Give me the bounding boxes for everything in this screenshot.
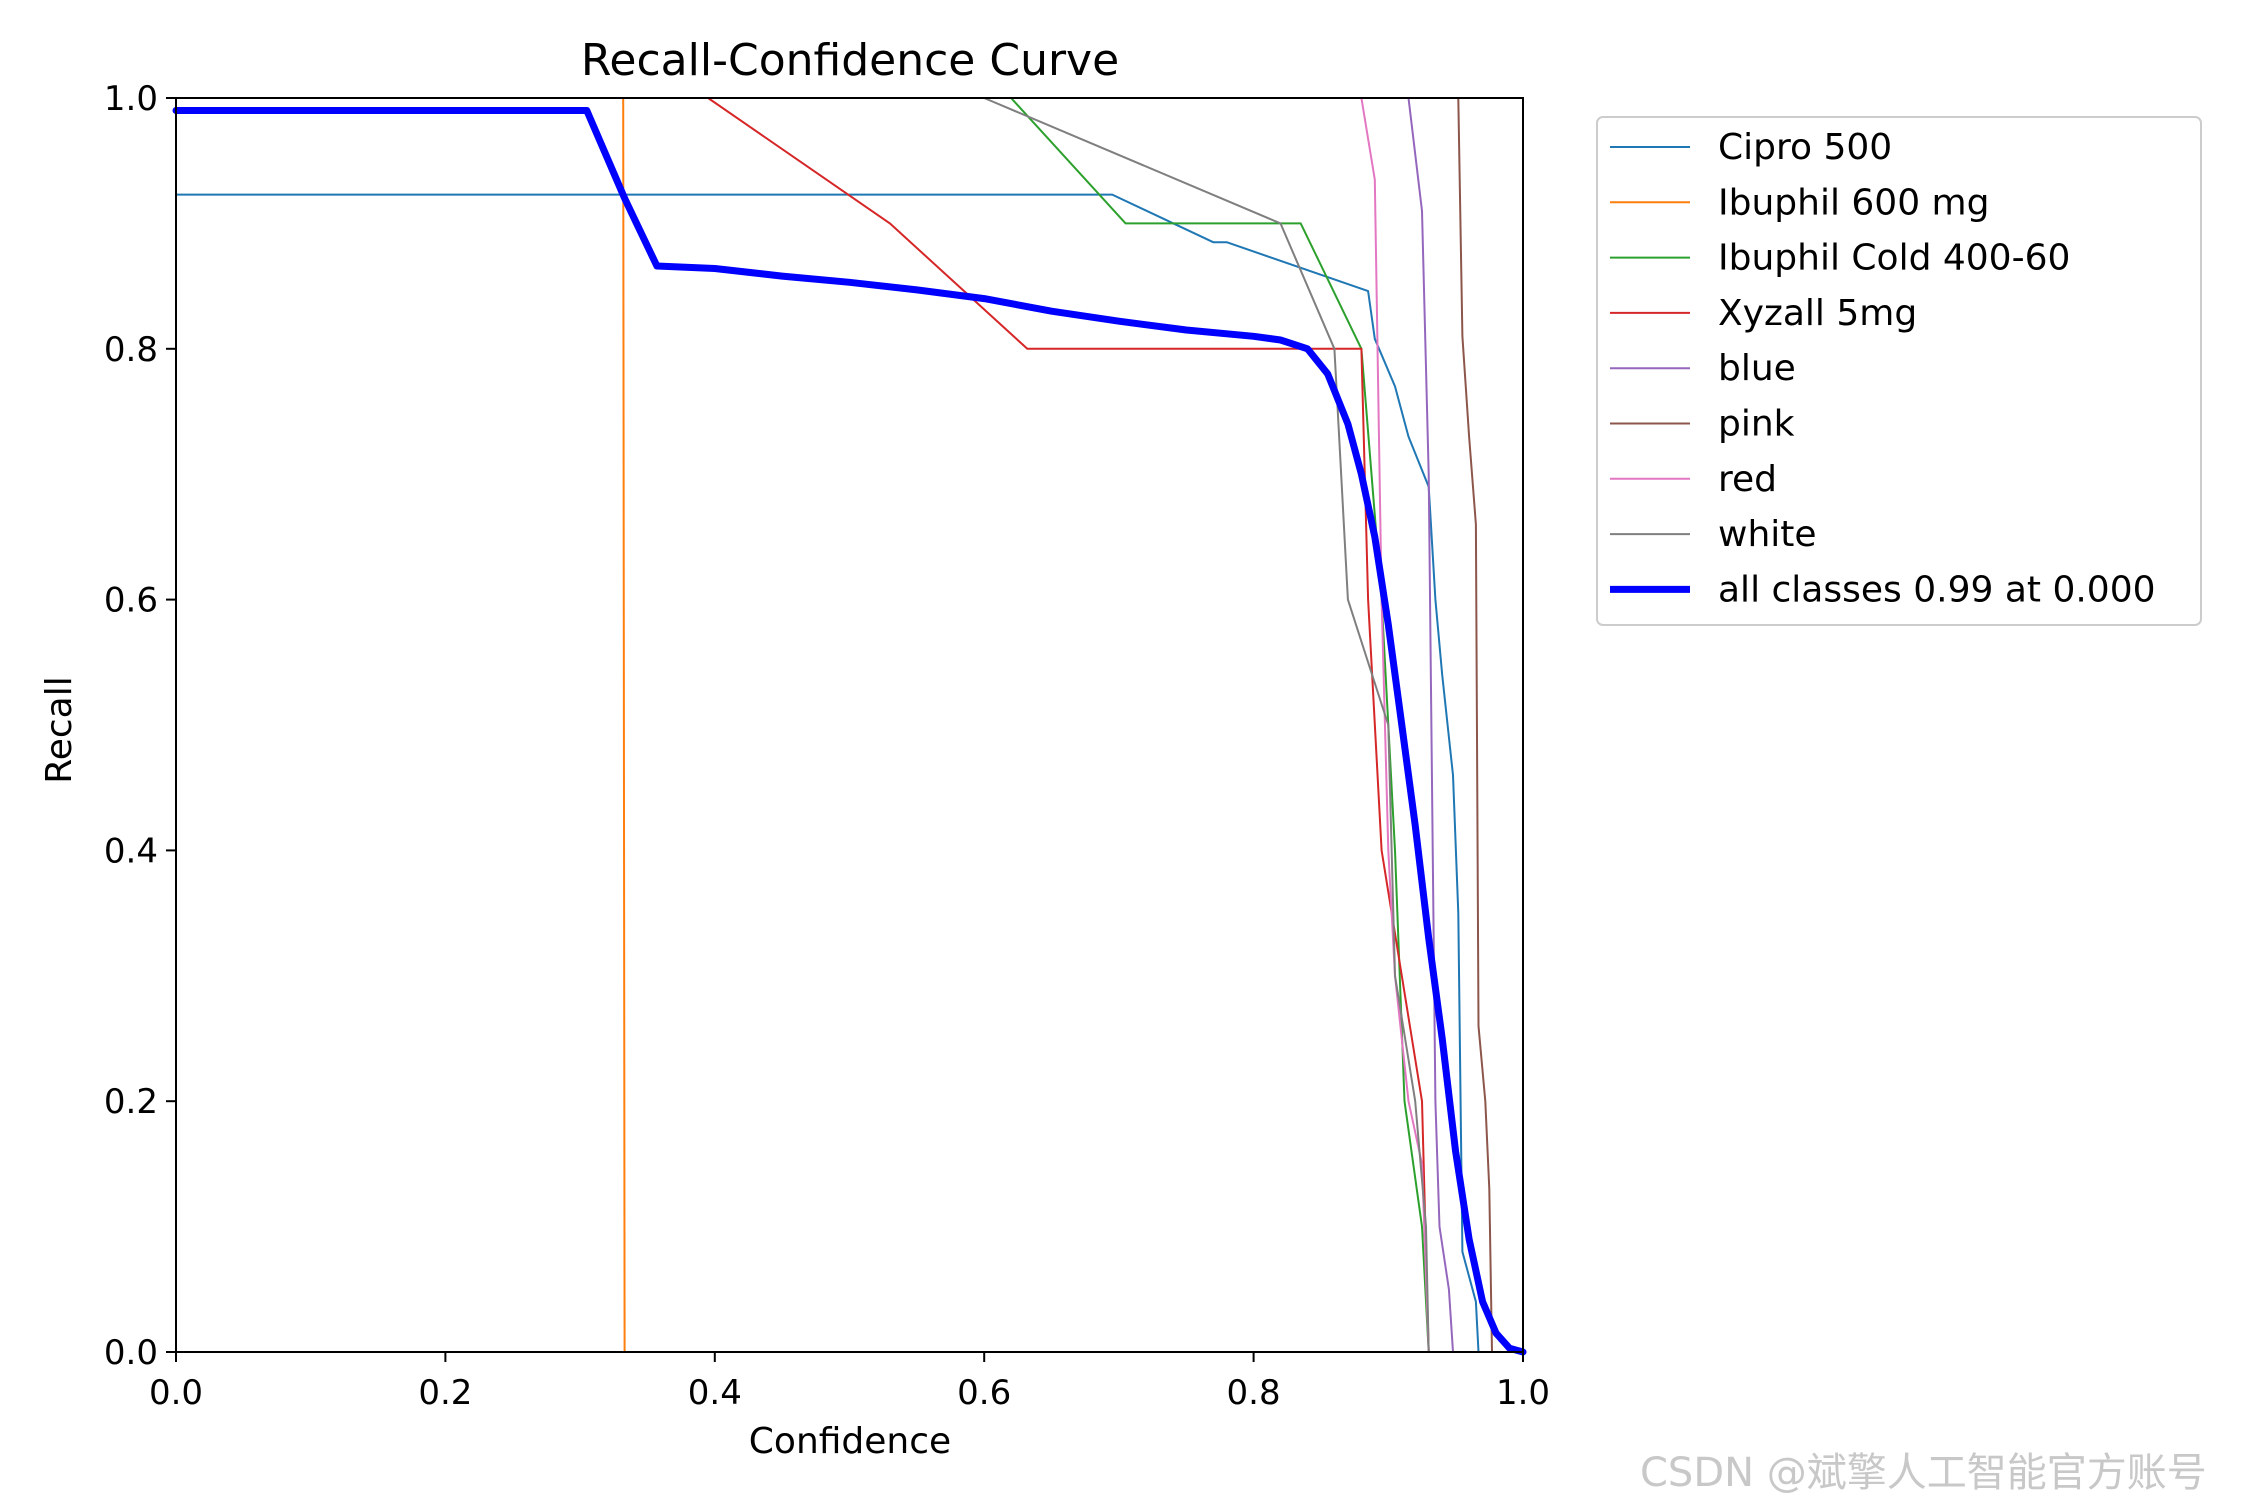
y-tick-label: 0.6 xyxy=(104,581,158,621)
legend-label: blue xyxy=(1718,348,1796,389)
series-line-7 xyxy=(175,97,1430,1353)
legend-label: Cipro 500 xyxy=(1718,127,1892,168)
x-axis-label: Confidence xyxy=(749,1421,951,1462)
legend: Cipro 500 Ibuphil 600 mg Ibuphil Cold 400-… xyxy=(1596,116,2202,626)
legend-label: Xyzall 5mg xyxy=(1718,293,1917,334)
y-axis: 0.0 0.2 0.4 0.6 0.8 1.0 xyxy=(104,79,176,1373)
x-tick-label: 0.0 xyxy=(149,1373,203,1413)
y-tick-label: 0.4 xyxy=(104,831,158,871)
series-line-0 xyxy=(175,193,1480,1353)
series-line-6 xyxy=(175,97,1430,1353)
series-line-5 xyxy=(175,97,1493,1353)
y-tick-label: 0.8 xyxy=(104,330,158,370)
series-lines xyxy=(172,97,1527,1356)
legend-label: Ibuphil 600 mg xyxy=(1718,182,1989,223)
watermark: CSDN @斌擎人工智能官方账号 xyxy=(1640,1450,2207,1496)
x-tick-label: 1.0 xyxy=(1496,1373,1550,1413)
series-line-3 xyxy=(175,97,1430,1353)
legend-label: red xyxy=(1718,459,1777,500)
x-tick-label: 0.4 xyxy=(688,1373,742,1413)
y-tick-label: 0.0 xyxy=(104,1333,158,1373)
legend-label: all classes 0.99 at 0.000 xyxy=(1718,569,2156,610)
legend-frame xyxy=(1596,116,2202,626)
y-tick-label: 1.0 xyxy=(104,79,158,119)
x-tick-label: 0.2 xyxy=(418,1373,472,1413)
x-axis: 0.0 0.2 0.4 0.6 0.8 1.0 xyxy=(149,1352,1550,1413)
y-tick-label: 0.2 xyxy=(104,1082,158,1122)
legend-label: pink xyxy=(1718,404,1795,445)
plot-frame xyxy=(175,97,1524,1353)
legend-label: Ibuphil Cold 400-60 xyxy=(1718,238,2070,279)
series-line-4 xyxy=(175,97,1454,1353)
y-axis-label: Recall xyxy=(39,676,80,783)
x-tick-label: 0.6 xyxy=(957,1373,1011,1413)
chart-title: Recall-Confidence Curve xyxy=(581,35,1119,86)
x-tick-label: 0.8 xyxy=(1227,1373,1281,1413)
series-line-8 xyxy=(172,107,1527,1356)
legend-label: white xyxy=(1718,514,1817,555)
series-line-1 xyxy=(175,97,1524,1353)
series-line-2 xyxy=(175,97,1430,1353)
